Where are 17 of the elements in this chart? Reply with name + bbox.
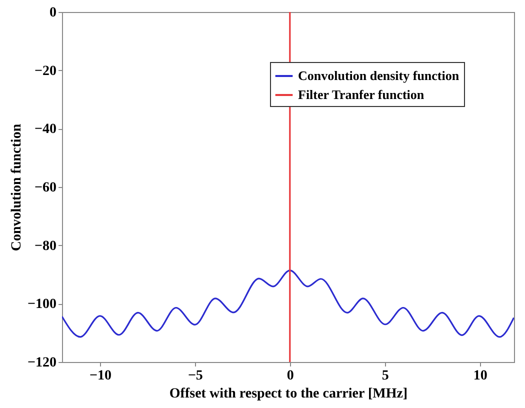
y-tick-label: 0 (50, 6, 56, 20)
legend-label: Convolution density function (298, 68, 460, 83)
x-tick-label: 0 (286, 368, 294, 384)
y-tick-label: −60 (34, 180, 56, 196)
y-tick-label: −100 (28, 297, 56, 312)
y-tick-label: −80 (34, 238, 56, 254)
y-axis-title: Convolution function (10, 124, 25, 252)
x-tick-label: 10 (473, 368, 488, 384)
legend-label: Filter Tranfer function (298, 87, 425, 102)
x-tick-label: 5 (382, 368, 389, 384)
y-tick-label: −120 (28, 356, 56, 370)
x-axis-title: Offset with respect to the carrier [MHz] (169, 386, 408, 402)
y-tick-label: −20 (34, 64, 56, 79)
y-tick-label: −40 (34, 122, 56, 138)
line-series (62, 270, 514, 338)
x-tick-label: −5 (188, 368, 203, 384)
x-tick-label: −10 (89, 368, 112, 384)
